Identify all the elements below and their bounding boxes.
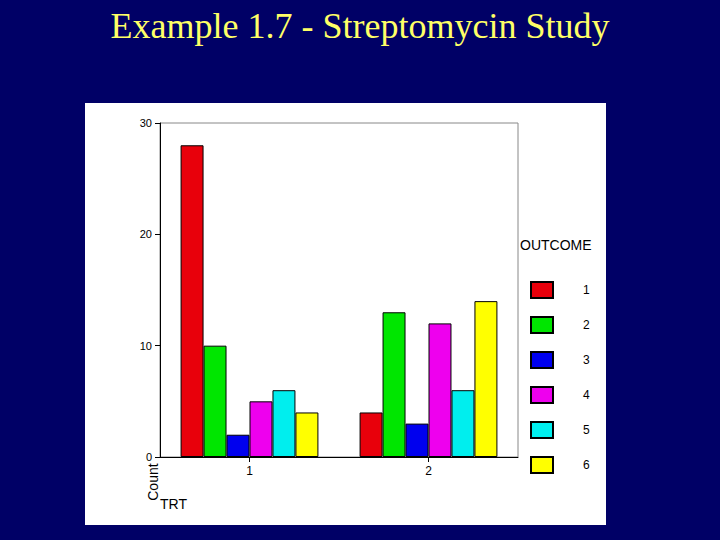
svg-text:10: 10 xyxy=(140,340,152,352)
svg-text:3: 3 xyxy=(583,353,590,367)
svg-text:1: 1 xyxy=(246,464,253,478)
html-text:Example 1.7 - Streptomycin Stu: Example 1.7 - Streptomycin Study xyxy=(110,6,610,46)
svg-text:2: 2 xyxy=(583,318,590,332)
svg-text:4: 4 xyxy=(583,388,590,402)
svg-text:0: 0 xyxy=(146,451,152,463)
svg-text:OUTCOME: OUTCOME xyxy=(520,237,592,253)
svg-text:TRT: TRT xyxy=(160,496,187,512)
svg-text:Count: Count xyxy=(145,463,161,500)
svg-text:5: 5 xyxy=(583,423,590,437)
svg-text:20: 20 xyxy=(140,228,152,240)
svg-text:6: 6 xyxy=(583,458,590,472)
svg-text:1: 1 xyxy=(583,283,590,297)
svg-text:2: 2 xyxy=(425,464,432,478)
svg-text:30: 30 xyxy=(140,117,152,129)
